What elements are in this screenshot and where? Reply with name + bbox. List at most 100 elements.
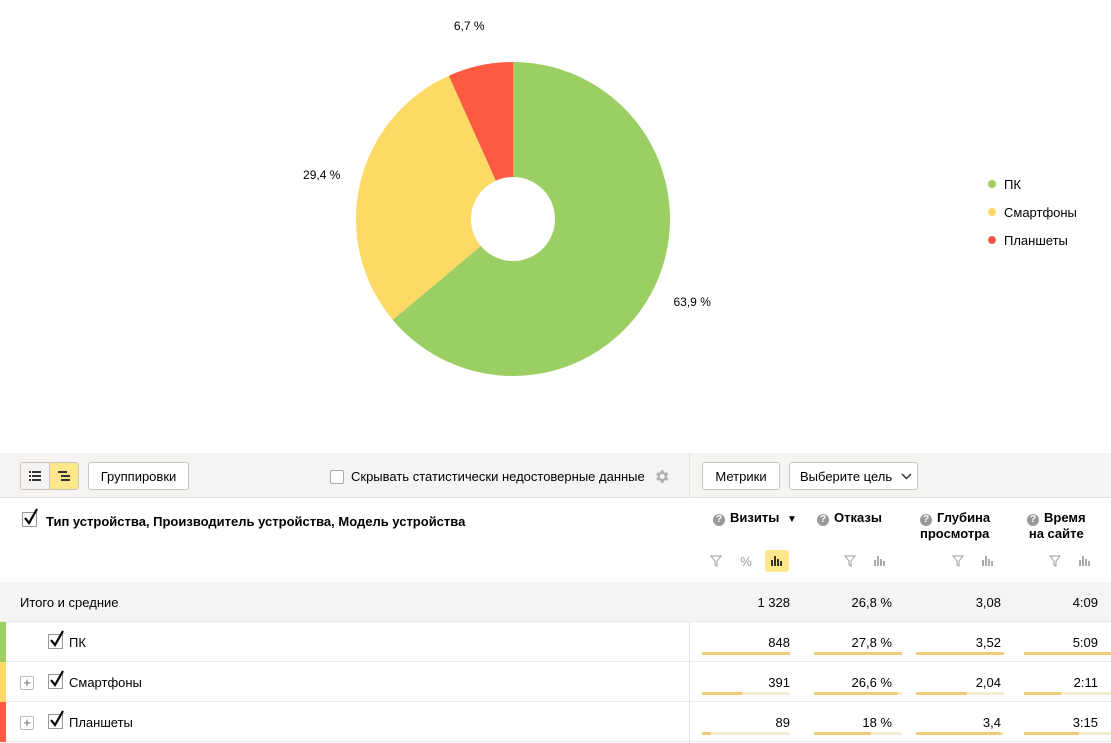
- expand-button[interactable]: +: [20, 716, 34, 730]
- row-color-strip: [0, 662, 6, 702]
- value-bar-fill: [814, 692, 899, 695]
- row-color-strip: [0, 622, 6, 662]
- value-bar-fill: [702, 652, 790, 655]
- value-bar-fill: [702, 732, 711, 735]
- view-mode-switch: [20, 462, 79, 490]
- value-bar-fill: [702, 692, 743, 695]
- value-bar-fill: [916, 732, 1002, 735]
- row-label: ПК: [69, 635, 86, 650]
- bar-chart-icon[interactable]: [765, 550, 789, 572]
- help-icon[interactable]: ?: [713, 514, 725, 526]
- cell-visits: 391: [768, 675, 790, 690]
- legend-label: ПК: [1004, 176, 1021, 192]
- column-header-visits[interactable]: ? Визиты ▼: [713, 510, 797, 528]
- column-header-depth[interactable]: ? Глубина просмотра: [920, 510, 991, 541]
- bar-chart-icon[interactable]: [976, 550, 1000, 572]
- dimensions-title: Тип устройства, Производитель устройства…: [46, 514, 466, 529]
- slice-value-label: 63,9 %: [673, 295, 711, 310]
- value-bar: [814, 692, 902, 695]
- table-header: Тип устройства, Производитель устройства…: [0, 498, 1111, 582]
- total-time: 4:09: [1072, 595, 1098, 610]
- chevron-down-icon: [901, 472, 912, 480]
- row-checkbox[interactable]: [48, 670, 64, 689]
- cell-bounces: 27,8 %: [851, 635, 892, 650]
- hide-unreliable-checkbox[interactable]: [330, 470, 344, 484]
- percent-toggle[interactable]: %: [740, 553, 752, 569]
- legend-dot: [988, 180, 996, 188]
- hide-unreliable-label: Скрывать статистически недостоверные дан…: [351, 469, 645, 484]
- value-bar: [1024, 732, 1111, 735]
- value-bar: [814, 652, 902, 655]
- value-bar-fill: [814, 732, 872, 735]
- row-tablets[interactable]: + Планшеты 89 18 % 3,4 3:15: [0, 702, 1111, 742]
- cell-time: 3:15: [1072, 715, 1098, 730]
- tree-view-button[interactable]: [49, 463, 78, 489]
- value-bar: [916, 732, 1004, 735]
- row-checkbox[interactable]: [48, 630, 64, 649]
- goal-select[interactable]: Выберите цель: [789, 462, 918, 490]
- value-bar: [814, 732, 902, 735]
- value-bar-fill: [1024, 692, 1061, 695]
- row-label: Смартфоны: [69, 675, 142, 690]
- groupings-button[interactable]: Группировки: [88, 462, 189, 490]
- value-bar: [916, 652, 1004, 655]
- slice-smartphones[interactable]: [355, 75, 513, 320]
- tree-icon: [58, 471, 71, 481]
- total-visits: 1 328: [757, 595, 790, 610]
- value-bar-fill: [1024, 652, 1111, 655]
- goal-select-label: Выберите цель: [800, 468, 893, 484]
- filter-icon[interactable]: [838, 550, 862, 572]
- legend-label: Смартфоны: [1004, 204, 1077, 220]
- checkmark-icon: [24, 508, 38, 525]
- expand-button[interactable]: +: [20, 676, 34, 690]
- value-bar: [1024, 652, 1111, 655]
- chart-legend: ПК Смартфоны Планшеты: [988, 170, 1077, 254]
- checkmark-icon: [50, 630, 64, 647]
- total-label: Итого и средние: [20, 595, 119, 610]
- metrics-button[interactable]: Метрики: [702, 462, 780, 490]
- list-view-button[interactable]: [21, 463, 49, 489]
- bar-chart-icon[interactable]: [1073, 550, 1097, 572]
- column-header-bounces[interactable]: ? Отказы: [817, 510, 882, 526]
- bar-chart-icon[interactable]: [868, 550, 892, 572]
- help-icon[interactable]: ?: [1027, 514, 1039, 526]
- help-icon[interactable]: ?: [817, 514, 829, 526]
- column-header-time[interactable]: ? Время на сайте: [1027, 510, 1086, 541]
- legend-dot: [988, 236, 996, 244]
- donut-hole: [471, 177, 555, 261]
- list-icon: [29, 471, 42, 481]
- checkmark-icon: [50, 670, 64, 687]
- filter-icon[interactable]: [704, 550, 728, 572]
- value-bar-fill: [916, 652, 1004, 655]
- total-row: Итого и средние 1 328 26,8 % 3,08 4:09: [0, 582, 1111, 622]
- cell-bounces: 18 %: [862, 715, 892, 730]
- row-label: Планшеты: [69, 715, 133, 730]
- filter-icon[interactable]: [946, 550, 970, 572]
- value-bar: [702, 652, 790, 655]
- slice-tablets[interactable]: [448, 62, 513, 219]
- chart-area: 63,9 % 29,4 % 6,7 % ПК Смартфоны Планшеты: [303, 19, 1077, 376]
- legend-item[interactable]: Планшеты: [988, 226, 1077, 254]
- report-toolbar: Группировки Скрывать статистически недос…: [0, 453, 1111, 498]
- checkmark-icon: [50, 710, 64, 727]
- gear-icon[interactable]: [653, 468, 670, 485]
- cell-bounces: 26,6 %: [851, 675, 892, 690]
- row-checkbox[interactable]: [48, 710, 64, 729]
- cell-visits: 89: [775, 715, 790, 730]
- value-bar-fill: [916, 692, 968, 695]
- filter-icon[interactable]: [1043, 550, 1067, 572]
- value-bar: [916, 692, 1004, 695]
- row-smartphones[interactable]: + Смартфоны 391 26,6 % 2,04 2:11: [0, 662, 1111, 702]
- legend-item[interactable]: ПК: [988, 170, 1077, 198]
- legend-label: Планшеты: [1004, 232, 1068, 248]
- dimensions-checkbox[interactable]: [22, 508, 38, 527]
- value-bar: [702, 732, 790, 735]
- total-depth: 3,08: [975, 595, 1001, 610]
- cell-visits: 848: [768, 635, 790, 650]
- total-bounces: 26,8 %: [851, 595, 892, 610]
- help-icon[interactable]: ?: [920, 514, 932, 526]
- sort-desc-icon: ▼: [786, 514, 797, 525]
- value-bar: [1024, 692, 1111, 695]
- legend-item[interactable]: Смартфоны: [988, 198, 1077, 226]
- row-pc[interactable]: ПК 848 27,8 % 3,52 5:09: [0, 622, 1111, 662]
